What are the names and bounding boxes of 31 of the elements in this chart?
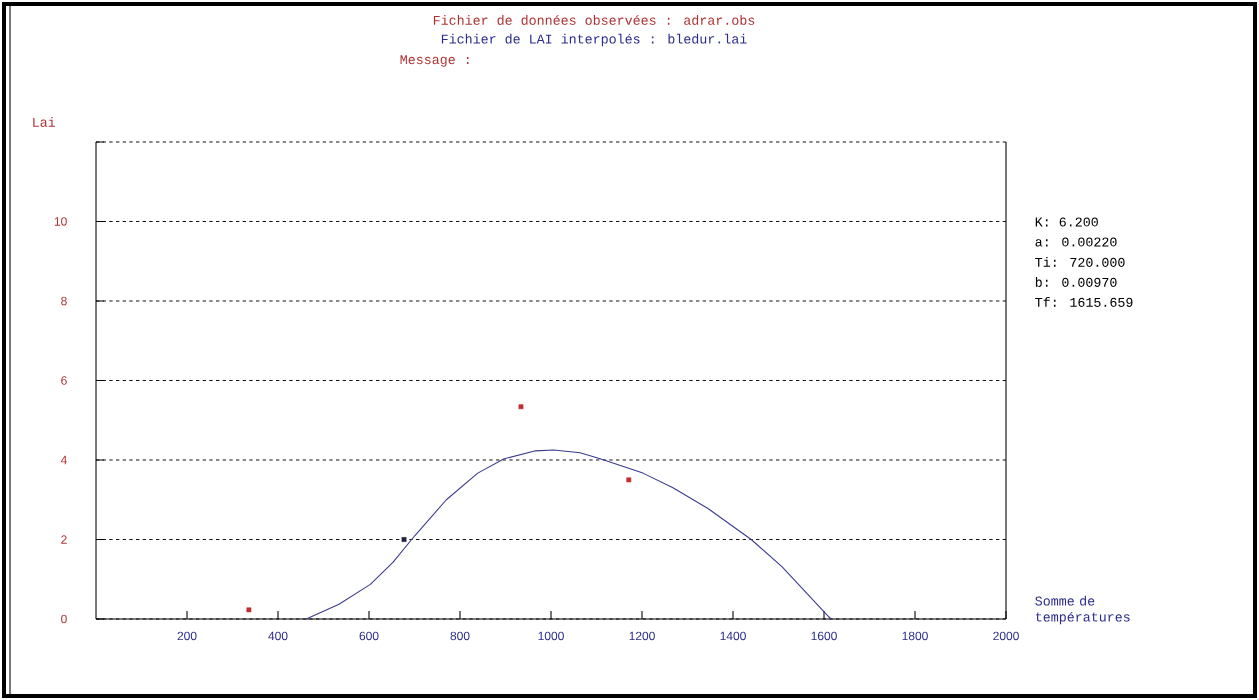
chart-subtitle: Fichier de LAI interpolés : bledur.lai	[441, 33, 747, 47]
y-tick-label: 6	[61, 376, 67, 385]
y-axis-title: Lai	[33, 117, 56, 127]
y-tick-label: 10	[54, 217, 67, 226]
text: b: 0.00970	[1035, 277, 1117, 287]
x-tick-label: 1000	[538, 631, 564, 641]
x-tick-label: 600	[359, 631, 379, 641]
point	[401, 537, 407, 542]
x-tick-label: 2000	[993, 631, 1019, 641]
x-axis-title: Somme de températures	[1035, 595, 1130, 625]
text: K: 6.200	[1035, 217, 1098, 227]
y-tick-label: 4	[60, 455, 67, 465]
point	[518, 404, 524, 410]
y-tick-label: 0	[61, 614, 67, 624]
text: Message :	[400, 55, 469, 67]
text: a: 0.00220	[1035, 237, 1117, 247]
point	[246, 607, 252, 613]
x-tick-label: 1800	[902, 631, 928, 641]
point	[626, 477, 632, 483]
text: Tf: 1615.659	[1035, 297, 1133, 307]
y-tick-label: 8	[61, 296, 67, 306]
chart-title: Fichier de données observées : adrar.obs	[433, 15, 755, 25]
y-tick-label: 2	[61, 535, 67, 544]
x-tick-label: 800	[450, 631, 470, 641]
line-series	[305, 449, 832, 620]
x-tick-label: 200	[177, 631, 197, 641]
text: Ti: 720.000	[1035, 257, 1125, 267]
x-tick-label: 1200	[629, 631, 655, 641]
x-tick-label: 400	[268, 631, 288, 641]
x-tick-label: 1600	[811, 631, 837, 641]
x-tick-label: 1400	[720, 631, 746, 641]
